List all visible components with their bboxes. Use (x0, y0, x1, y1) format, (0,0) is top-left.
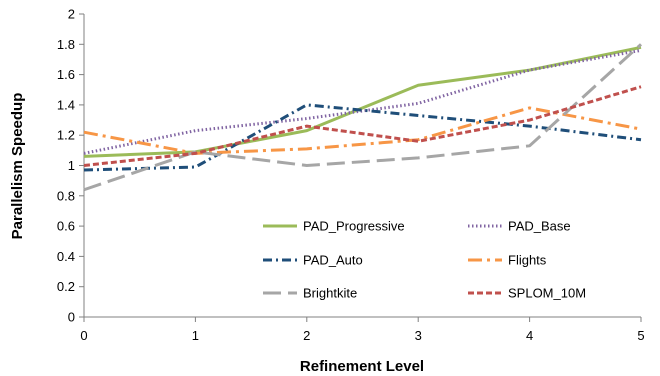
y-tick-label: 2 (68, 7, 75, 22)
x-tick-label: 3 (415, 328, 422, 343)
y-tick-label: 0.2 (57, 279, 75, 294)
y-tick-label: 0.8 (57, 188, 75, 203)
series-line-brightkite (83, 43, 643, 192)
series-line-pad-progressive (83, 45, 642, 158)
legend: PAD_Progressive PAD_Base PAD_Auto Flights Br… (263, 219, 586, 301)
x-axis-title: Refinement Level (300, 358, 424, 375)
x-tick-label: 2 (303, 328, 310, 343)
legend-label: PAD_Auto (303, 253, 363, 268)
y-tick-label: 0.4 (57, 249, 75, 264)
legend-label: PAD_Progressive (303, 219, 405, 234)
series-line-splom-10m (83, 85, 642, 167)
series-line-flights (83, 106, 642, 155)
series-line-pad-base (83, 48, 642, 155)
y-tick-label: 1.6 (57, 67, 75, 82)
x-tick-label: 1 (192, 328, 199, 343)
legend-label: SPLOM_10M (508, 286, 586, 301)
series-lines (83, 43, 643, 192)
y-tick-label: 0 (68, 310, 75, 325)
y-tick-label: 0.6 (57, 219, 75, 234)
y-tick-label: 1.2 (57, 128, 75, 143)
x-tick-label: 0 (80, 328, 87, 343)
y-axis-title: Parallelism Speedup (9, 93, 26, 240)
y-tick-label: 1 (68, 158, 75, 173)
y-tick-label: 1.4 (57, 97, 75, 112)
y-tick-label: 1.8 (57, 37, 75, 52)
legend-label: PAD_Base (508, 219, 571, 234)
legend-label: Brightkite (303, 286, 357, 301)
x-tick-label: 4 (526, 328, 533, 343)
legend-label: Flights (508, 253, 547, 268)
x-tick-label: 5 (637, 328, 644, 343)
tick-labels: 0 0.2 0.4 0.6 0.8 1 1.2 1.4 1.6 1.8 2 0 1 2 3 4 5 (57, 7, 645, 344)
